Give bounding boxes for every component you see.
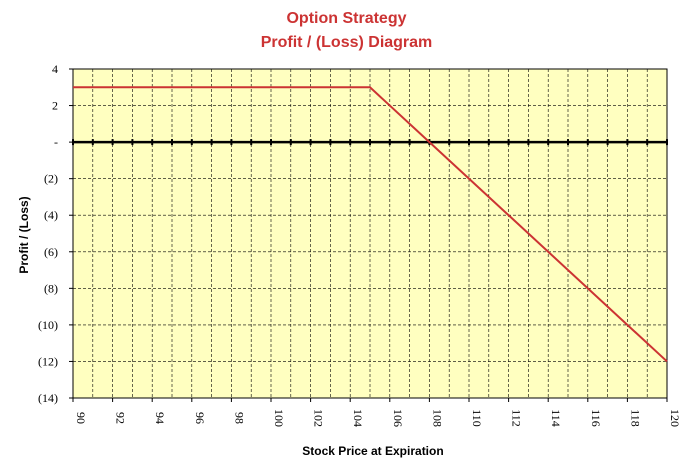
x-tick-label: 90 bbox=[74, 412, 88, 424]
x-tick-label: 114 bbox=[549, 409, 563, 427]
x-tick-label: 94 bbox=[153, 412, 167, 424]
y-tick-label: (2) bbox=[44, 172, 58, 186]
plot-area bbox=[72, 68, 668, 399]
x-tick-label: 108 bbox=[430, 409, 444, 427]
y-tick-label: 2 bbox=[52, 99, 58, 113]
chart-subtitle: Profit / (Loss) Diagram bbox=[260, 34, 433, 51]
x-axis-title: Stock Price at Expiration bbox=[302, 444, 443, 458]
x-tick-label: 110 bbox=[470, 409, 484, 427]
x-tick-label: 118 bbox=[628, 409, 642, 427]
y-tick-label: 4 bbox=[52, 62, 58, 76]
x-tick-label: 116 bbox=[589, 409, 603, 427]
x-tick-label: 112 bbox=[510, 409, 524, 427]
y-tick-label: (14) bbox=[38, 391, 58, 405]
y-axis-title: Profit / (Loss) bbox=[17, 196, 31, 273]
x-tick-label: 102 bbox=[312, 409, 326, 427]
y-tick-label: (8) bbox=[44, 281, 58, 295]
x-tick-label: 96 bbox=[193, 412, 207, 424]
x-tick-label: 92 bbox=[114, 412, 128, 424]
x-tick-label: 100 bbox=[272, 409, 286, 427]
x-tick-label: 104 bbox=[351, 409, 365, 427]
chart-title: Option Strategy bbox=[286, 10, 407, 27]
x-tick-label: 120 bbox=[668, 409, 682, 427]
series-line bbox=[73, 86, 668, 363]
x-tick-label: 106 bbox=[391, 409, 405, 427]
y-tick-label: (12) bbox=[38, 354, 58, 368]
y-tick-label: (4) bbox=[44, 208, 58, 222]
y-tick-label: (10) bbox=[38, 318, 58, 332]
x-tick-label: 98 bbox=[232, 412, 246, 424]
y-tick-label: - bbox=[54, 135, 58, 149]
y-tick-label: (6) bbox=[44, 245, 58, 259]
